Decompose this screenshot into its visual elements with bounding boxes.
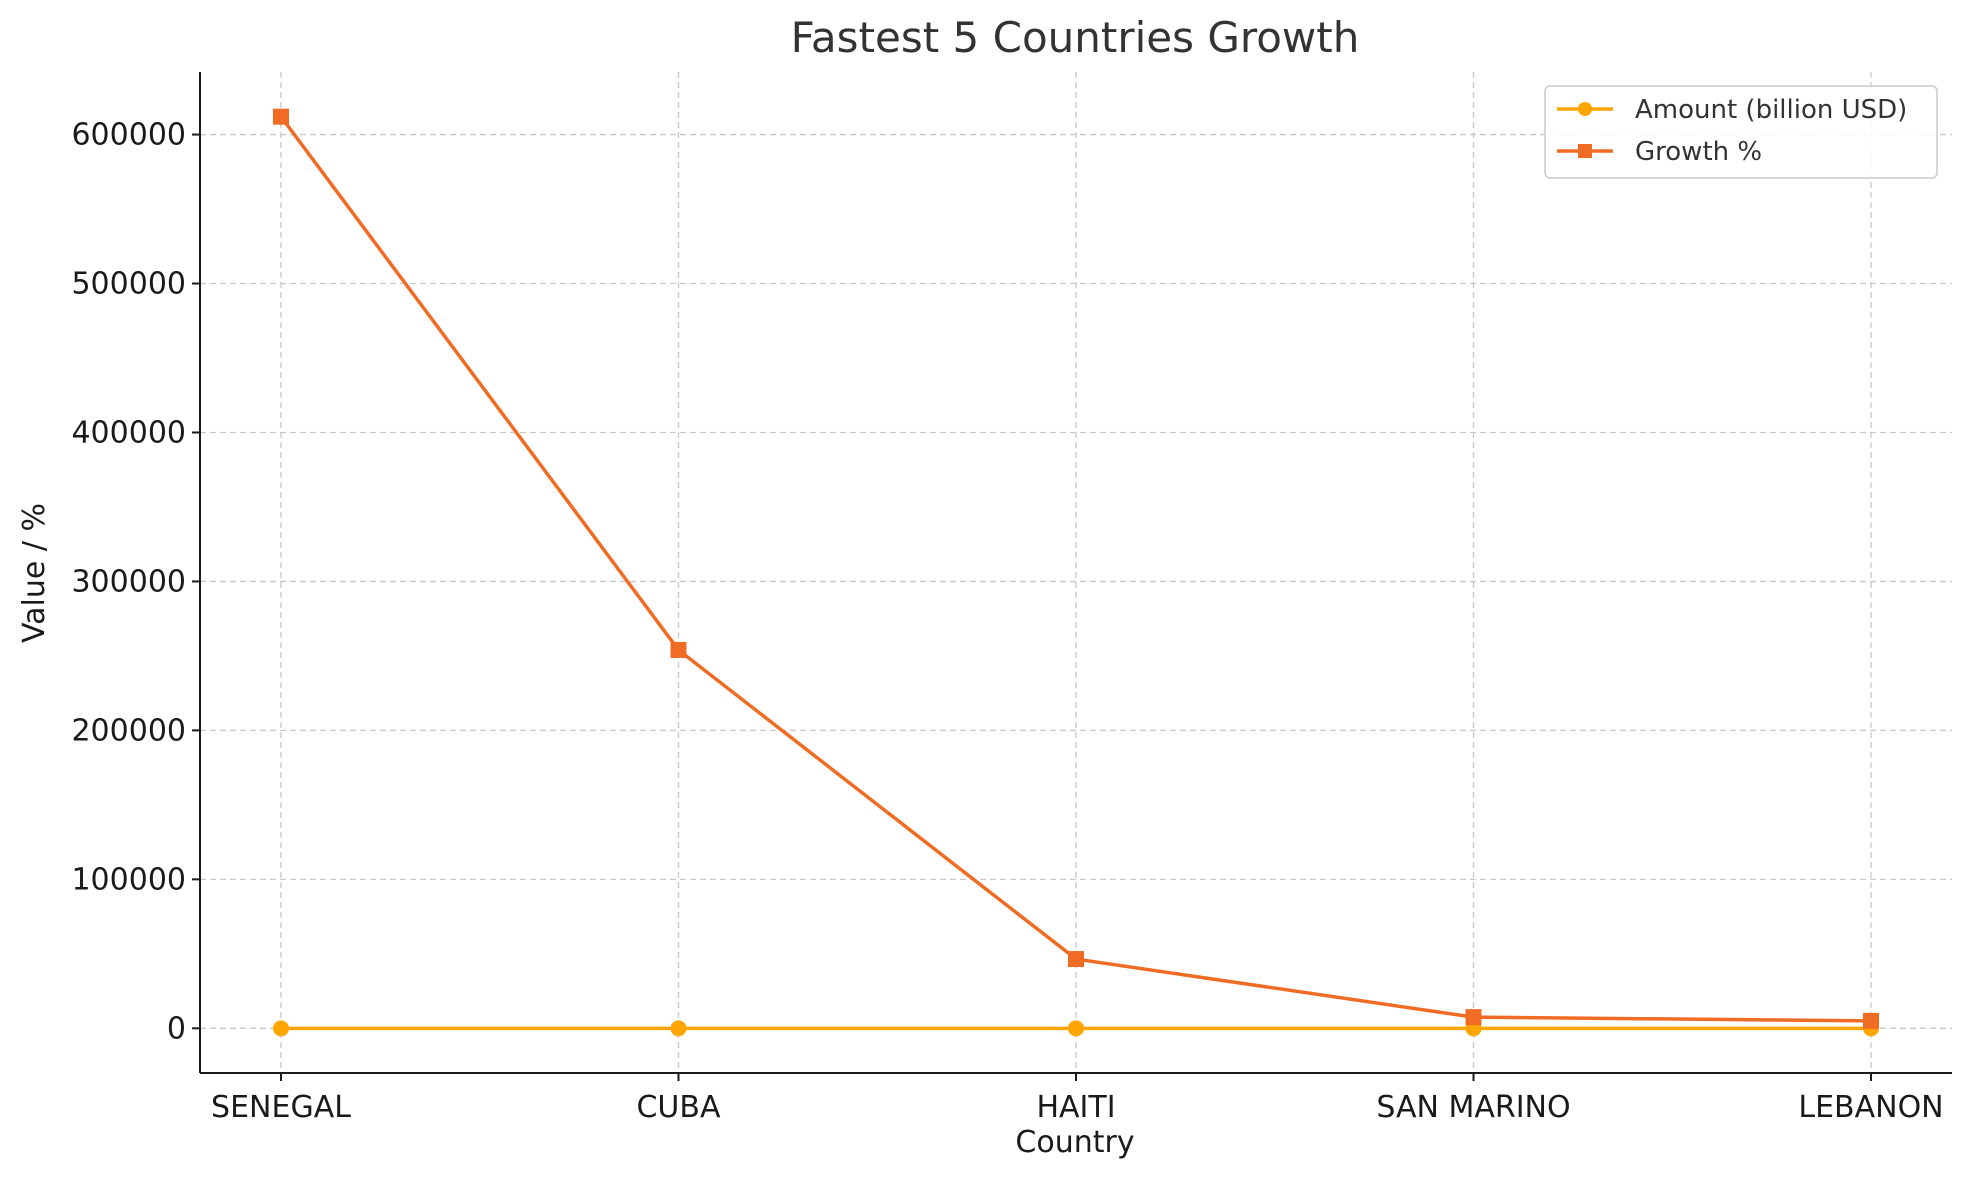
- y-tick-label: 600000: [71, 118, 186, 153]
- data-point-growth: [670, 641, 687, 658]
- legend-label-amount: Amount (billion USD): [1635, 95, 1907, 125]
- data-point-growth: [273, 108, 289, 125]
- legend-box: [1544, 85, 1938, 179]
- data-point-amount: [670, 1020, 687, 1037]
- axis-layer: 0 100000 200000 300000 400000 500000 600000 SEN…: [71, 72, 1952, 1125]
- legend-marker-growth: [1578, 144, 1592, 158]
- legend-label-growth: Growth %: [1635, 137, 1762, 167]
- chart-title: Fastest 5 Countries Growth: [791, 13, 1360, 62]
- grid-layer: [200, 72, 1952, 1073]
- data-point-amount: [1068, 1020, 1084, 1037]
- x-tick-label: HAITI: [1036, 1090, 1115, 1125]
- x-axis-title: Country: [1015, 1125, 1134, 1160]
- x-tick-label: SENEGAL: [211, 1090, 351, 1125]
- data-point-growth: [1863, 1012, 1879, 1029]
- y-tick-label: 300000: [71, 564, 186, 599]
- y-tick-label: 0: [167, 1011, 186, 1046]
- legend-marker-amount: [1578, 102, 1592, 116]
- x-tick-label: LEBANON: [1798, 1090, 1943, 1125]
- y-axis-title: Value / %: [17, 503, 52, 643]
- data-point-amount: [273, 1020, 289, 1037]
- x-tick-label: CUBA: [636, 1090, 720, 1125]
- data-point-growth: [1068, 951, 1084, 968]
- series-layer: [273, 108, 1879, 1037]
- legend: Amount (billion USD) Growth %: [1544, 85, 1938, 179]
- data-point-growth: [1465, 1009, 1482, 1026]
- y-tick-label: 200000: [71, 713, 186, 748]
- y-tick-label: 500000: [71, 267, 186, 302]
- y-tick-label: 400000: [71, 415, 186, 450]
- x-tick-label: SAN MARINO: [1376, 1090, 1570, 1125]
- y-tick-label: 100000: [71, 862, 186, 897]
